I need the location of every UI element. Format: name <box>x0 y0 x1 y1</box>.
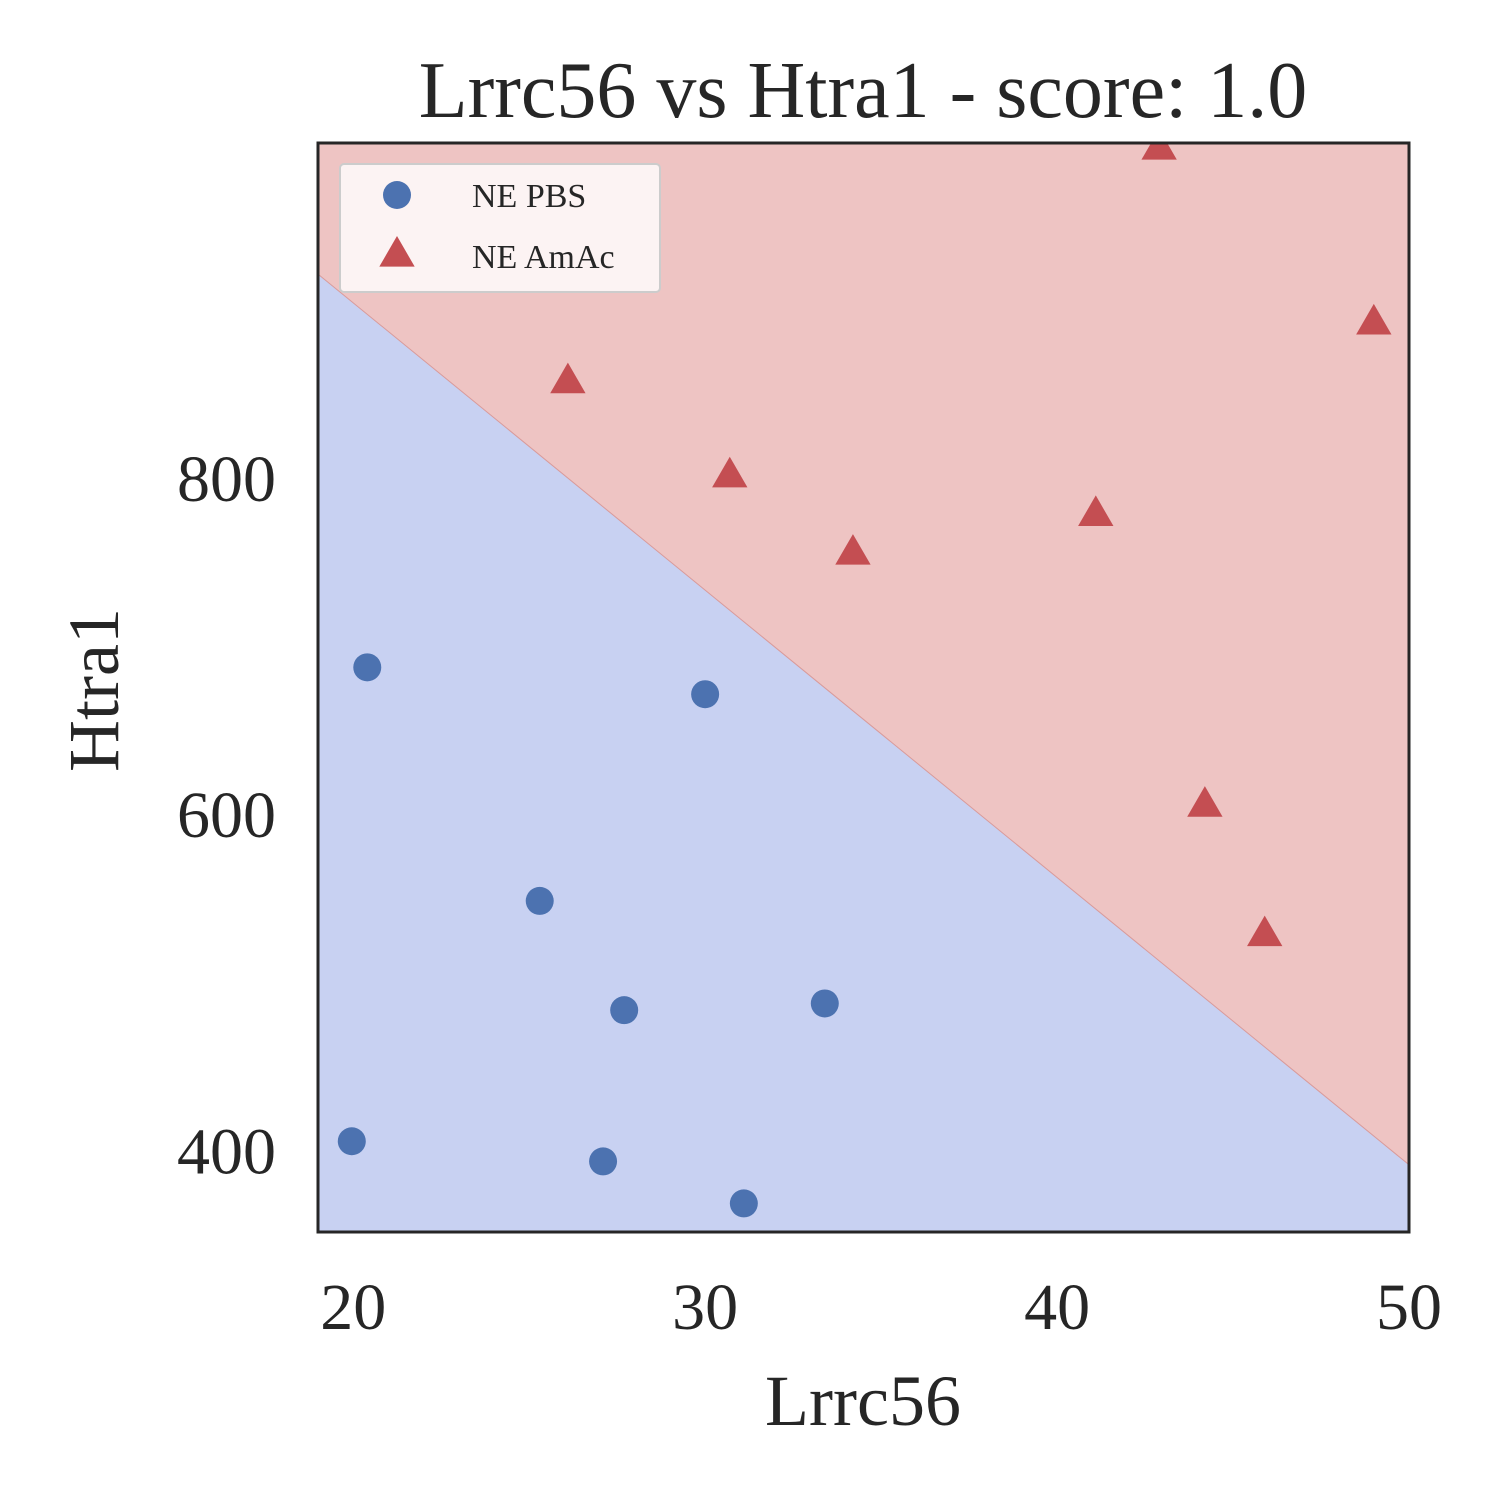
y-axis-ticks: 400 600 800 <box>177 443 276 1188</box>
point-ne-pbs-7 <box>729 1189 758 1218</box>
point-ne-amac-2 <box>550 362 586 394</box>
x-tick-label-50: 50 <box>1376 1271 1442 1344</box>
x-axis-ticks: 20 30 40 50 <box>320 1271 1442 1344</box>
point-ne-pbs-4 <box>810 989 839 1018</box>
legend-box <box>339 163 661 293</box>
point-ne-pbs-2 <box>525 886 554 915</box>
decision-region-ne-amac <box>318 143 1409 1165</box>
y-tick-label-400: 400 <box>177 1115 276 1188</box>
legend-label-ne-amac: NE AmAc <box>472 239 615 276</box>
point-ne-pbs-5 <box>337 1127 366 1156</box>
plot-frame <box>316 141 1411 1234</box>
y-tick-label-800: 800 <box>177 443 276 516</box>
point-ne-amac-5 <box>835 534 871 565</box>
point-ne-amac-0 <box>1141 143 1177 160</box>
decision-region-ne-pbs <box>318 274 1409 1232</box>
x-tick-label-30: 30 <box>672 1271 738 1344</box>
legend-marker-ne-pbs <box>383 181 411 209</box>
x-axis-label: Lrrc56 <box>765 1361 961 1441</box>
x-tick-label-20: 20 <box>320 1271 386 1344</box>
y-axis-label: Htra1 <box>54 608 134 772</box>
x-tick-label-40: 40 <box>1024 1271 1090 1344</box>
chart-title: Lrrc56 vs Htra1 - score: 1.0 <box>419 47 1308 135</box>
point-ne-pbs-1 <box>691 680 720 709</box>
legend-label-ne-pbs: NE PBS <box>472 178 586 215</box>
point-ne-pbs-6 <box>589 1147 618 1176</box>
point-ne-amac-6 <box>1187 786 1223 817</box>
legend-marker-ne-amac <box>379 236 415 267</box>
point-ne-amac-3 <box>712 456 748 488</box>
plot-area <box>318 143 1409 1232</box>
y-tick-label-600: 600 <box>177 779 276 852</box>
point-ne-amac-7 <box>1247 915 1283 947</box>
point-ne-pbs-3 <box>610 996 639 1025</box>
point-ne-amac-1 <box>1356 303 1392 335</box>
decision-boundary-line <box>318 273 1409 1166</box>
point-ne-pbs-0 <box>353 653 382 682</box>
data-points <box>337 143 1392 1218</box>
legend: NE PBS NE AmAc <box>339 163 661 293</box>
point-ne-amac-4 <box>1078 495 1114 527</box>
